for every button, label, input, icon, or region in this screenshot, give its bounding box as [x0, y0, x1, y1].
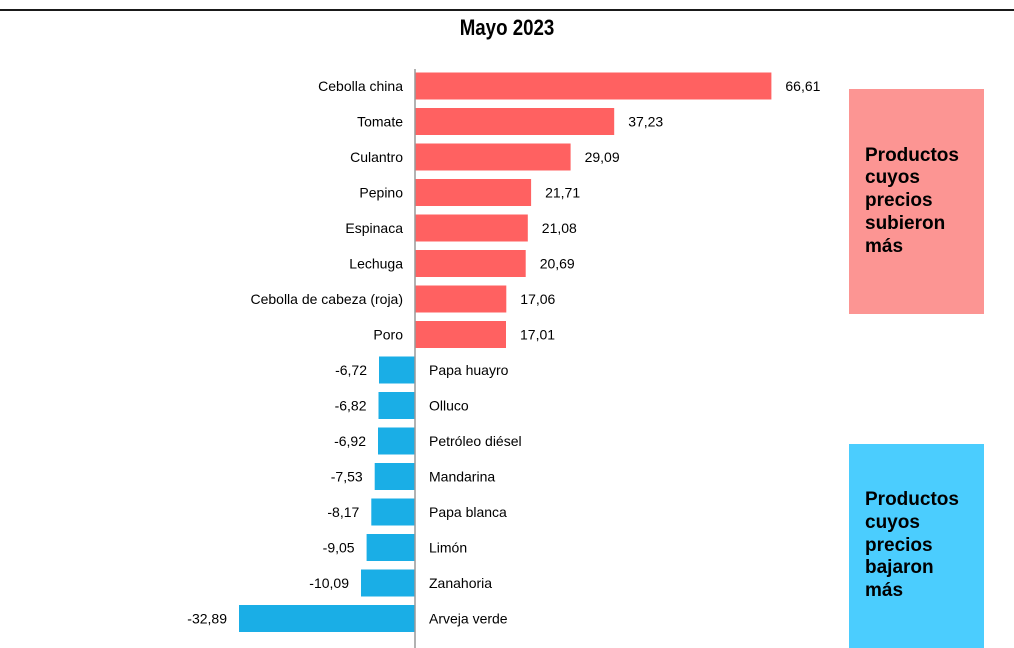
category-label: Petróleo diésel	[429, 433, 522, 449]
value-label: -6,92	[334, 433, 366, 449]
bar-decrease	[367, 534, 415, 561]
category-label: Zanahoria	[429, 575, 492, 591]
value-label: 21,71	[545, 185, 580, 201]
value-label: 17,06	[520, 291, 555, 307]
category-label: Tomate	[357, 114, 403, 130]
bar-increase	[415, 286, 506, 313]
legend-decrease-box: Productos cuyos precios bajaron más	[849, 444, 984, 648]
bar-decrease	[375, 463, 415, 490]
legend-increase-label: Productos cuyos precios subieron más	[865, 145, 968, 259]
category-label: Olluco	[429, 398, 469, 414]
bar-increase	[415, 321, 506, 348]
value-label: -7,53	[331, 469, 363, 485]
value-label: 66,61	[785, 78, 820, 94]
category-label: Limón	[429, 540, 467, 556]
value-label: 21,08	[542, 220, 577, 236]
bar-increase	[415, 108, 614, 135]
value-label: -32,89	[187, 611, 227, 627]
category-label: Lechuga	[349, 256, 403, 272]
category-label: Pepino	[359, 185, 403, 201]
category-label: Papa blanca	[429, 504, 507, 520]
value-label: -10,09	[309, 575, 349, 591]
bar-decrease	[239, 605, 415, 632]
bar-increase	[415, 144, 571, 171]
value-label: 20,69	[540, 256, 575, 272]
category-label: Cebolla china	[318, 78, 403, 94]
bar-increase	[415, 215, 528, 242]
value-label: -6,82	[335, 398, 367, 414]
value-label: -9,05	[323, 540, 355, 556]
category-label: Espinaca	[345, 220, 403, 236]
bar-decrease	[378, 428, 415, 455]
value-label: -6,72	[335, 362, 367, 378]
category-label: Mandarina	[429, 469, 495, 485]
bar-decrease	[379, 357, 415, 384]
bar-increase	[415, 179, 531, 206]
category-label: Arveja verde	[429, 611, 508, 627]
value-label: 37,23	[628, 114, 663, 130]
category-label: Poro	[373, 327, 403, 343]
bar-decrease	[361, 570, 415, 597]
bar-decrease	[379, 392, 416, 419]
value-label: 17,01	[520, 327, 555, 343]
legend-increase-box: Productos cuyos precios subieron más	[849, 89, 984, 314]
value-label: -8,17	[327, 504, 359, 520]
category-label: Cebolla de cabeza (roja)	[250, 291, 403, 307]
bar-decrease	[371, 499, 415, 526]
category-label: Culantro	[350, 149, 403, 165]
bar-increase	[415, 250, 526, 277]
value-label: 29,09	[585, 149, 620, 165]
legend-decrease-label: Productos cuyos precios bajaron más	[865, 489, 968, 603]
bar-increase	[415, 73, 771, 100]
category-label: Papa huayro	[429, 362, 509, 378]
